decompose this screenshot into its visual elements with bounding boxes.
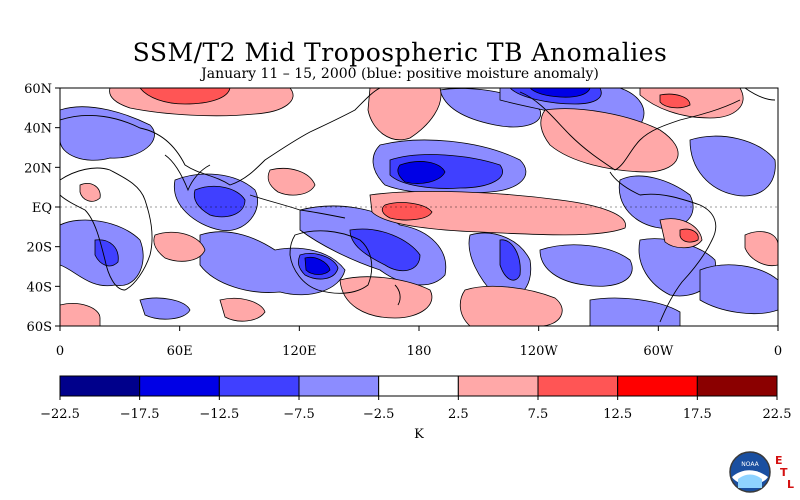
coastline-india [164,154,211,192]
anomaly-map [60,88,778,326]
anomaly-region [79,183,101,202]
anomaly-region [199,231,346,296]
colorbar-swatch [696,375,778,397]
colorbar-tick-label: 17.5 [683,407,712,422]
anomaly-region [219,297,266,322]
anomaly-region [349,228,421,272]
coastline-central-america [609,171,641,196]
anomaly-region [659,93,691,109]
colorbar-swatch [537,375,619,397]
red-anomaly-regions [60,88,778,326]
lon-tick-label: 0 [774,344,782,359]
anomaly-region [397,161,446,184]
anomaly-region [539,244,633,287]
lon-tick-label: 60W [643,344,674,359]
coastline-new-zealand [394,284,401,306]
anomaly-region [94,239,119,267]
colorbar: −22.5 −17.5 −12.5 −7.5 −2.5 2.5 7.5 12.5 17.5 22.… [40,375,792,442]
anomaly-region [193,186,246,218]
coastline-europe-asia [60,88,381,186]
anomaly-region [60,106,155,161]
etl-letter-t: T [780,466,788,479]
lon-tick-label: 60E [167,344,193,359]
anomaly-region [540,108,679,173]
anomaly-region [699,264,778,315]
colorbar-tick-label: −22.5 [40,407,80,422]
anomaly-region [369,190,626,236]
colorbar-tick-label: 22.5 [763,407,792,422]
anomaly-region [60,303,101,326]
lon-tick-label: 120W [520,344,559,359]
noaa-logo-text: NOAA [741,461,759,468]
coastline-australia [289,230,373,294]
lat-tick-label: 20S [27,241,52,256]
anomaly-region [339,276,433,319]
colorbar-swatch [218,375,300,397]
anomaly-region [499,239,521,281]
anomaly-region [459,285,563,326]
etl-letter-l: L [787,478,794,491]
coastline-africa [60,167,153,291]
anomaly-region [304,256,331,275]
noaa-etl-logo: NOAA E T L [729,451,794,493]
colorbar-tick-label: 12.5 [603,407,632,422]
colorbar-swatch [139,375,220,397]
colorbar-unit-label: K [414,427,424,442]
lat-tick-label: 20N [24,161,52,176]
etl-letter-e: E [775,454,783,467]
anomaly-region [689,135,776,197]
colorbar-tick-label: −7.5 [283,407,315,422]
anomaly-region [529,88,591,98]
lat-tick-label: 60S [27,320,52,335]
colorbar-tick-label: −12.5 [199,407,239,422]
map-subtitle: January 11 – 15, 2000 (blue: positive mo… [201,66,599,82]
colorbar-tick-label: −17.5 [120,407,160,422]
colorbar-swatch [59,375,141,397]
anomaly-region [367,88,442,140]
lat-tick-label: 40N [24,122,52,137]
lon-tick-label: 0 [56,344,64,359]
anomaly-region [267,168,316,196]
coastline-greenland [744,88,776,101]
anomaly-region [381,202,433,221]
anomaly-region [679,228,699,243]
dark-blue-core-regions [304,88,591,275]
colorbar-tick-label: 7.5 [528,407,549,422]
colorbar-tick-label: −2.5 [363,407,395,422]
lat-tick-label: EQ [32,201,52,216]
colorbar-tick-label: 2.5 [448,407,469,422]
anomaly-region [589,297,681,326]
anomaly-region [139,297,191,320]
lat-tick-label: 60N [24,82,52,97]
anomaly-region [744,231,778,267]
colorbar-swatch [378,375,459,397]
map-title: SSM/T2 Mid Tropospheric TB Anomalies [132,38,668,67]
latitude-axis: 60N 40N 20N EQ 20S 40S 60S [24,82,60,335]
lon-tick-label: 120E [282,344,316,359]
lon-tick-label: 180 [407,344,432,359]
colorbar-swatch [457,375,539,397]
lat-tick-label: 40S [27,280,52,295]
coastline-south-america [639,193,717,323]
colorbar-swatch [298,375,380,397]
colorbar-swatch [617,375,698,397]
noaa-logo-water [738,474,762,488]
coastline-north-america [519,91,741,171]
anomaly-region [139,88,231,105]
red-core-regions [139,88,699,243]
anomaly-region [618,175,694,229]
anomaly-region [153,231,206,262]
coastline-maritime-continent [249,194,346,219]
longitude-axis: 0 60E 120E 180 120W 60W 0 [56,326,782,359]
coastlines [60,88,776,323]
